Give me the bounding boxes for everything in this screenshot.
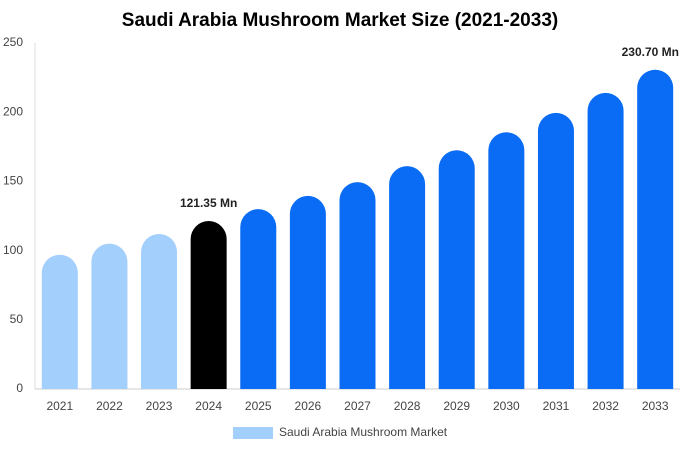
bar <box>488 132 525 390</box>
y-tick-label: 100 <box>3 243 23 257</box>
bar <box>637 69 674 390</box>
x-tick-label: 2025 <box>245 399 272 413</box>
bar <box>141 234 178 389</box>
bar <box>289 195 326 389</box>
y-tick-label: 200 <box>3 104 23 118</box>
bar <box>41 254 78 389</box>
y-tick-label: 50 <box>10 312 24 326</box>
x-tick-label: 2021 <box>46 399 73 413</box>
x-tick-label: 2024 <box>195 399 222 413</box>
x-tick-label: 2022 <box>96 399 123 413</box>
x-tick-label: 2028 <box>394 399 421 413</box>
bar <box>339 182 376 389</box>
bar <box>389 166 426 389</box>
legend-label: Saudi Arabia Mushroom Market <box>279 425 448 439</box>
bar <box>190 221 227 389</box>
bar <box>537 112 574 389</box>
bar <box>438 150 475 389</box>
bar <box>240 209 277 389</box>
x-tick-label: 2032 <box>592 399 619 413</box>
y-tick-label: 150 <box>3 174 23 188</box>
legend-swatch <box>233 427 273 439</box>
x-tick-label: 2031 <box>543 399 570 413</box>
bar <box>91 243 128 389</box>
chart-title: Saudi Arabia Mushroom Market Size (2021-… <box>122 10 558 31</box>
x-tick-label: 2030 <box>493 399 520 413</box>
value-label: 230.70 Mn <box>622 45 679 59</box>
x-tick-label: 2026 <box>295 399 322 413</box>
x-tick-label: 2023 <box>146 399 173 413</box>
bar <box>587 92 624 389</box>
x-tick-label: 2027 <box>344 399 371 413</box>
y-tick-label: 0 <box>16 381 23 395</box>
x-tick-label: 2029 <box>443 399 470 413</box>
x-tick-label: 2033 <box>642 399 669 413</box>
y-tick-label: 250 <box>3 35 23 49</box>
value-label: 121.35 Mn <box>180 196 237 210</box>
